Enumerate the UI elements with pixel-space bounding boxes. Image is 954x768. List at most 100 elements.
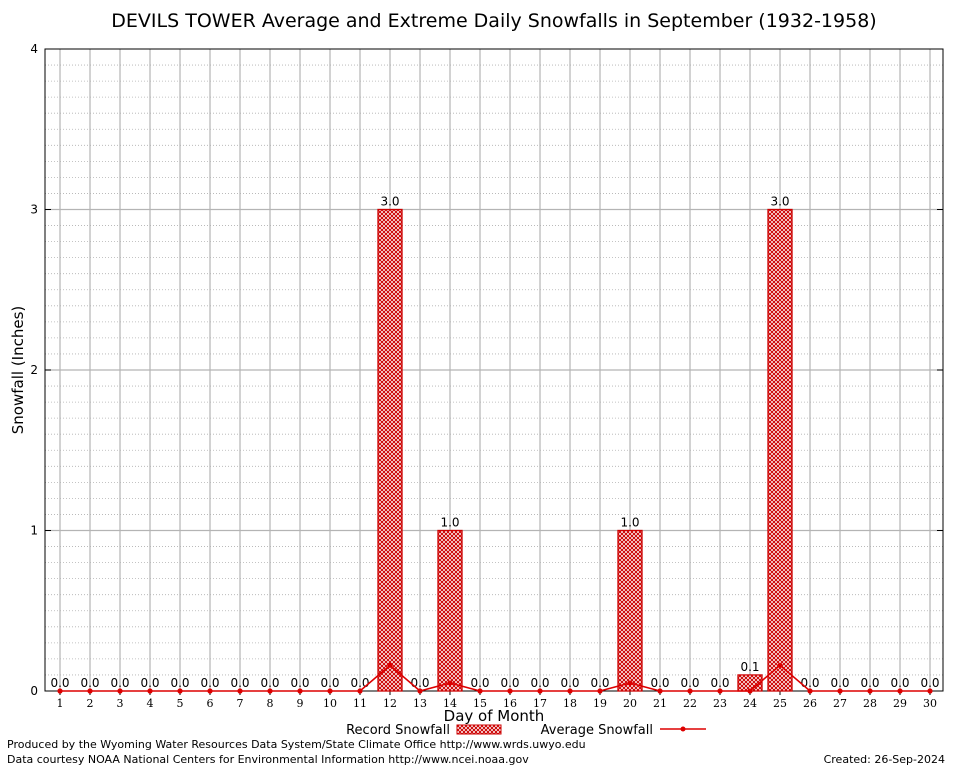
x-tick-label: 14: [443, 697, 457, 710]
x-tick-label: 1: [57, 697, 64, 710]
average-point: [357, 688, 363, 694]
bar-value-label: 0.0: [590, 676, 609, 690]
x-tick-label: 7: [237, 697, 244, 710]
average-point: [417, 688, 423, 694]
average-point: [837, 688, 843, 694]
bar-value-label: 0.0: [110, 676, 129, 690]
x-tick-label: 24: [743, 697, 757, 710]
bar-value-label: 0.0: [470, 676, 489, 690]
x-tick-label: 22: [683, 697, 697, 710]
y-tick-label: 4: [30, 42, 38, 56]
grid-lines: [45, 49, 943, 691]
bar-value-label: 0.0: [530, 676, 549, 690]
x-tick-label: 10: [323, 697, 337, 710]
bar-value-label: 0.0: [200, 676, 219, 690]
average-point: [777, 662, 783, 668]
bar-value-label: 0.0: [920, 676, 939, 690]
footer-created: Created: 26-Sep-2024: [824, 753, 945, 766]
x-tick-label: 5: [177, 697, 184, 710]
x-tick-label: 26: [803, 697, 817, 710]
average-point: [237, 688, 243, 694]
x-tick-label: 6: [207, 697, 214, 710]
bar-value-label: 0.0: [140, 676, 159, 690]
bar-value-label: 1.0: [620, 516, 639, 530]
legend-record-swatch: [456, 724, 502, 735]
x-tick-label: 13: [413, 697, 427, 710]
average-point: [867, 688, 873, 694]
x-tick-label: 11: [353, 697, 367, 710]
x-tick-label: 20: [623, 697, 637, 710]
x-tick-label: 12: [383, 697, 397, 710]
y-axis-ticks: 0 1 2 3 4: [30, 42, 943, 698]
x-tick-label: 17: [533, 697, 547, 710]
x-axis-ticks: 1 2 3 4 5 6 7 8 9 10 11 12 13 14 15 16 17 18 19 20 21 22 23 24 2…: [57, 691, 937, 710]
x-tick-label: 15: [473, 697, 487, 710]
x-tick-label: 4: [147, 697, 154, 710]
bar-value-label: 0.1: [740, 660, 759, 674]
bar-value-label: 0.0: [830, 676, 849, 690]
x-tick-label: 3: [117, 697, 124, 710]
legend-record-label: Record Snowfall: [346, 723, 450, 738]
legend-average-marker: [680, 726, 686, 732]
bar-value-label: 0.0: [650, 676, 669, 690]
x-tick-label: 8: [267, 697, 274, 710]
bar-value-label: 0.0: [350, 676, 369, 690]
footer-data-courtesy: Data courtesy NOAA National Centers for …: [7, 753, 529, 766]
average-point: [567, 688, 573, 694]
average-point: [507, 688, 513, 694]
record-bar: [437, 529, 463, 692]
x-tick-label: 23: [713, 697, 727, 710]
y-tick-label: 0: [30, 684, 38, 698]
average-point: [897, 688, 903, 694]
x-tick-label: 18: [563, 697, 577, 710]
average-point: [117, 688, 123, 694]
average-point: [747, 688, 753, 694]
average-point: [87, 688, 93, 694]
bar-value-label: 0.0: [230, 676, 249, 690]
bar-value-label: 1.0: [440, 516, 459, 530]
x-tick-label: 25: [773, 697, 787, 710]
average-point: [207, 688, 213, 694]
average-point: [267, 688, 273, 694]
y-tick-label: 3: [30, 203, 38, 217]
bar-value-label: 3.0: [770, 195, 789, 209]
y-tick-label: 2: [30, 363, 38, 377]
average-point: [447, 680, 453, 686]
average-point: [657, 688, 663, 694]
legend: Record Snowfall Average Snowfall: [346, 723, 706, 738]
x-axis-label: Day of Month: [444, 707, 545, 725]
bar-value-label: 0.0: [260, 676, 279, 690]
bar-value-label: 3.0: [380, 195, 399, 209]
average-point: [297, 688, 303, 694]
bar-value-label: 0.0: [500, 676, 519, 690]
bar-value-label: 0.0: [320, 676, 339, 690]
average-point: [927, 688, 933, 694]
y-tick-label: 1: [30, 524, 38, 538]
x-tick-label: 16: [503, 697, 517, 710]
bar-value-label: 0.0: [170, 676, 189, 690]
x-tick-label: 29: [893, 697, 907, 710]
bar-value-label: 0.0: [710, 676, 729, 690]
average-point: [717, 688, 723, 694]
x-tick-label: 2: [87, 697, 94, 710]
x-tick-label: 30: [923, 697, 937, 710]
record-bars: [377, 208, 793, 692]
average-point: [597, 688, 603, 694]
bar-value-label: 0.0: [680, 676, 699, 690]
average-point: [537, 688, 543, 694]
average-point: [627, 680, 633, 686]
bar-value-labels: 0.0 0.0 0.0 0.0 0.0 0.0 0.0 0.0 0.0 0.0 0.0 3.0 0.0 1…: [50, 195, 939, 691]
bar-value-label: 0.0: [890, 676, 909, 690]
bar-value-label: 0.0: [80, 676, 99, 690]
average-line: [57, 662, 933, 694]
record-bar: [377, 208, 403, 692]
legend-average-label: Average Snowfall: [541, 723, 653, 738]
bar-value-label: 0.0: [860, 676, 879, 690]
bar-value-label: 0.0: [800, 676, 819, 690]
average-point: [687, 688, 693, 694]
average-point: [477, 688, 483, 694]
bar-value-label: 0.0: [290, 676, 309, 690]
y-axis-label: Snowfall (Inches): [9, 306, 27, 434]
average-point: [387, 662, 393, 668]
